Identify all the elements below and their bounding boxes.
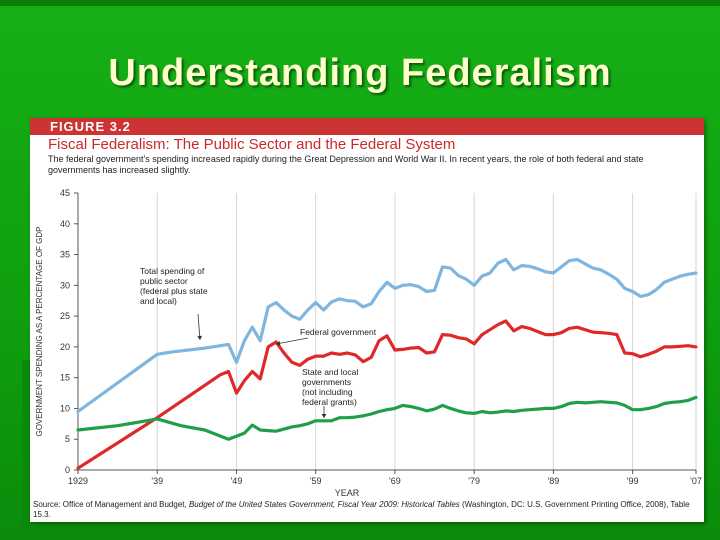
figure-panel: FIGURE 3.2 Fiscal Federalism: The Public… [30, 118, 704, 522]
y-tick-label-10: 10 [60, 403, 70, 413]
annotation-federal-government-arrow [275, 337, 309, 345]
source-title: Budget of the United States Government, … [188, 500, 460, 509]
x-tick-label-1989: '89 [548, 476, 560, 486]
figure-source: Source: Office of Management and Budget,… [33, 500, 701, 520]
annotation-state-local-line-2: governments [302, 377, 351, 387]
source-prefix: Source: Office of Management and Budget, [33, 500, 189, 509]
annotation-federal-government-line-1: Federal government [300, 327, 377, 337]
line-chart: 0 5 10 15 20 25 30 35 40 45 1929 '39 '49 '59 '69 '79 '89… [35, 188, 702, 498]
x-tick-label-1949: '49 [231, 476, 243, 486]
x-tick-label-1979: '79 [468, 476, 480, 486]
annotation-total-spending-line-3: (federal plus state [140, 286, 208, 296]
annotation-state-local-line-1: State and local [302, 367, 358, 377]
slide-title: Understanding Federalism [108, 52, 612, 94]
annotation-federal-government: Federal government [275, 327, 377, 346]
annotation-total-spending-arrow [197, 313, 201, 341]
y-tick-label-35: 35 [60, 250, 70, 260]
series-total-public-sector-line [76, 257, 698, 414]
figure-title: Fiscal Federalism: The Public Sector and… [48, 136, 456, 153]
source-suffix: (Washington, DC: U.S. Government Printin… [33, 500, 690, 519]
y-tick-label-30: 30 [60, 280, 70, 290]
annotation-total-spending-arrowhead [197, 335, 203, 340]
annotation-total-spending-line-4: and local) [140, 296, 177, 306]
annotation-state-local-line-4: federal grants) [302, 397, 357, 407]
figure-label: FIGURE 3.2 [50, 119, 131, 134]
x-tick-label-1999: '99 [627, 476, 639, 486]
chart-axes: 0 5 10 15 20 25 30 35 40 45 1929 '39 '49 '59 '69 '79 '89… [35, 188, 702, 498]
annotation-total-spending-line-2: public sector [140, 276, 188, 286]
left-decoration-bar [22, 360, 30, 530]
annotation-federal-government-arrowhead [276, 340, 281, 346]
x-tick-label-1929: 1929 [68, 476, 88, 486]
x-tick-label-1959: '59 [310, 476, 322, 486]
x-tick-label-1969: '69 [389, 476, 401, 486]
x-tick-label-2007: '07 [690, 476, 702, 486]
y-axis-title: GOVERNMENT SPENDING AS A PERCENTAGE OF G… [35, 227, 44, 437]
series-federal-government-line [76, 319, 698, 470]
x-axis-title: YEAR [335, 488, 360, 498]
y-tick-label-40: 40 [60, 219, 70, 229]
y-tick-label-25: 25 [60, 311, 70, 321]
chart-series [76, 257, 698, 470]
annotation-state-local-line-3: (not including [302, 387, 353, 397]
y-tick-label-20: 20 [60, 342, 70, 352]
top-decoration-bar [0, 0, 720, 6]
figure-header-bar: FIGURE 3.2 [30, 118, 704, 135]
annotation-state-local-arrowhead [321, 414, 327, 418]
chart-grid [156, 193, 697, 470]
y-tick-label-15: 15 [60, 373, 70, 383]
y-tick-label-45: 45 [60, 188, 70, 198]
y-tick-label-0: 0 [65, 465, 70, 475]
y-tick-label-5: 5 [65, 434, 70, 444]
figure-subtitle: The federal government's spending increa… [48, 154, 644, 175]
x-tick-label-1939: '39 [151, 476, 163, 486]
annotation-total-spending-line-1: Total spending of [140, 266, 205, 276]
series-state-local-line [76, 395, 698, 441]
